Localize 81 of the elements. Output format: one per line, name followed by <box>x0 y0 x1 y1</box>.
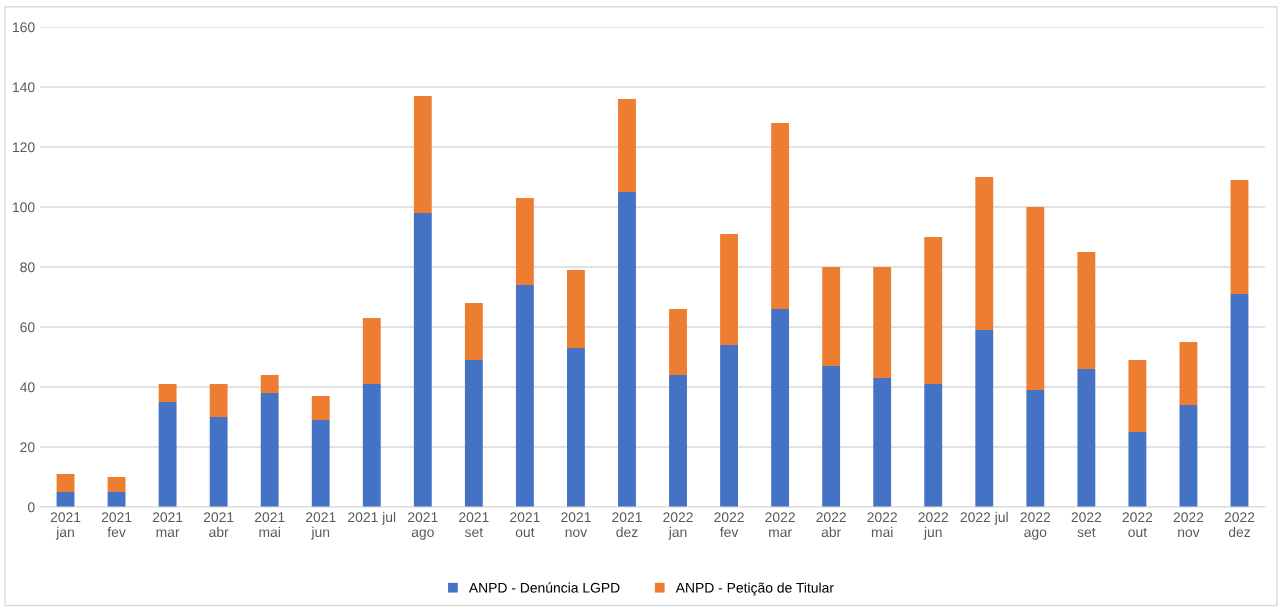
x-tick-label: 2022 ago <box>1020 512 1051 540</box>
bar <box>209 417 228 507</box>
y-tick-label: 0 <box>27 502 35 513</box>
bar <box>56 474 75 492</box>
bar <box>873 267 892 378</box>
bar <box>1179 405 1198 507</box>
bar <box>924 384 943 507</box>
bar <box>413 96 432 213</box>
bar <box>720 345 738 507</box>
x-tick-label: 2022 fev <box>714 512 744 538</box>
bar <box>567 348 585 507</box>
bar <box>260 393 279 507</box>
bar <box>1128 360 1147 432</box>
bar <box>362 318 381 384</box>
bar <box>975 330 994 507</box>
bar <box>107 477 126 492</box>
x-tick-label: 2021 jul <box>348 511 396 525</box>
bar <box>311 420 330 507</box>
bar <box>771 309 790 507</box>
bar <box>873 378 892 507</box>
x-tick-label: 2022 jul <box>960 511 1008 525</box>
y-tick-label: 40 <box>20 382 35 393</box>
x-tick-label: 2022 mar <box>765 512 795 538</box>
bar <box>311 396 330 420</box>
bar <box>771 123 790 309</box>
bar <box>260 375 279 393</box>
bar <box>158 384 177 402</box>
bar <box>975 177 994 330</box>
y-tick-label: 140 <box>13 82 35 93</box>
x-tick-label: 2021 set <box>459 512 489 538</box>
x-tick-label: 2022 set <box>1071 512 1102 538</box>
x-tick-label: 2021 ago <box>408 512 438 540</box>
bar <box>515 285 534 507</box>
x-tick-label: 2021 jan <box>50 512 81 540</box>
bar <box>669 309 687 375</box>
bar <box>924 237 943 384</box>
legend-label: ANPD - Petição de Titular <box>675 582 834 596</box>
y-tick-label: 100 <box>13 202 35 213</box>
x-tick-label: 2022 dez <box>1224 512 1255 538</box>
y-tick-label: 80 <box>20 262 35 273</box>
bar <box>362 384 381 507</box>
bar <box>1230 180 1249 294</box>
bar <box>618 99 636 192</box>
y-tick-label: 120 <box>13 142 35 153</box>
y-tick-label: 20 <box>20 442 35 453</box>
bar <box>1179 342 1198 405</box>
bar <box>618 192 636 507</box>
bar <box>1026 207 1045 390</box>
x-tick-label: 2021 mar <box>152 512 183 538</box>
bar <box>1077 369 1096 507</box>
bar <box>209 384 228 417</box>
x-tick-label: 2021 fev <box>101 512 132 538</box>
x-tick-label: 2021 mai <box>254 512 285 538</box>
bar <box>158 402 177 507</box>
x-tick-label: 2021 nov <box>561 512 591 538</box>
bar <box>464 360 483 507</box>
bar <box>822 267 841 366</box>
x-tick-label: 2021 dez <box>612 512 642 538</box>
bar <box>1128 432 1147 507</box>
bar <box>464 303 483 360</box>
bar <box>669 375 687 507</box>
x-tick-label: 2022 mai <box>867 512 897 538</box>
x-tick-label: 2022 nov <box>1173 512 1204 538</box>
bar <box>1077 252 1096 369</box>
x-tick-label: 2022 out <box>1122 512 1153 538</box>
x-tick-label: 2022 jan <box>663 512 693 540</box>
bar <box>822 366 841 507</box>
bar <box>720 234 738 345</box>
bar <box>1026 390 1045 507</box>
x-tick-label: 2021 out <box>510 512 540 538</box>
bar <box>515 198 534 285</box>
x-tick-label: 2022 jun <box>918 512 948 540</box>
y-tick-label: 160 <box>13 22 35 33</box>
bar <box>413 213 432 507</box>
x-tick-label: 2021 jun <box>305 512 336 540</box>
bar <box>1230 294 1249 507</box>
bar <box>567 270 585 348</box>
legend-label: ANPD - Denúncia LGPD <box>468 582 620 593</box>
x-tick-label: 2022 abr <box>816 512 846 538</box>
x-tick-label: 2021 abr <box>203 512 234 538</box>
y-tick-label: 60 <box>20 322 35 333</box>
